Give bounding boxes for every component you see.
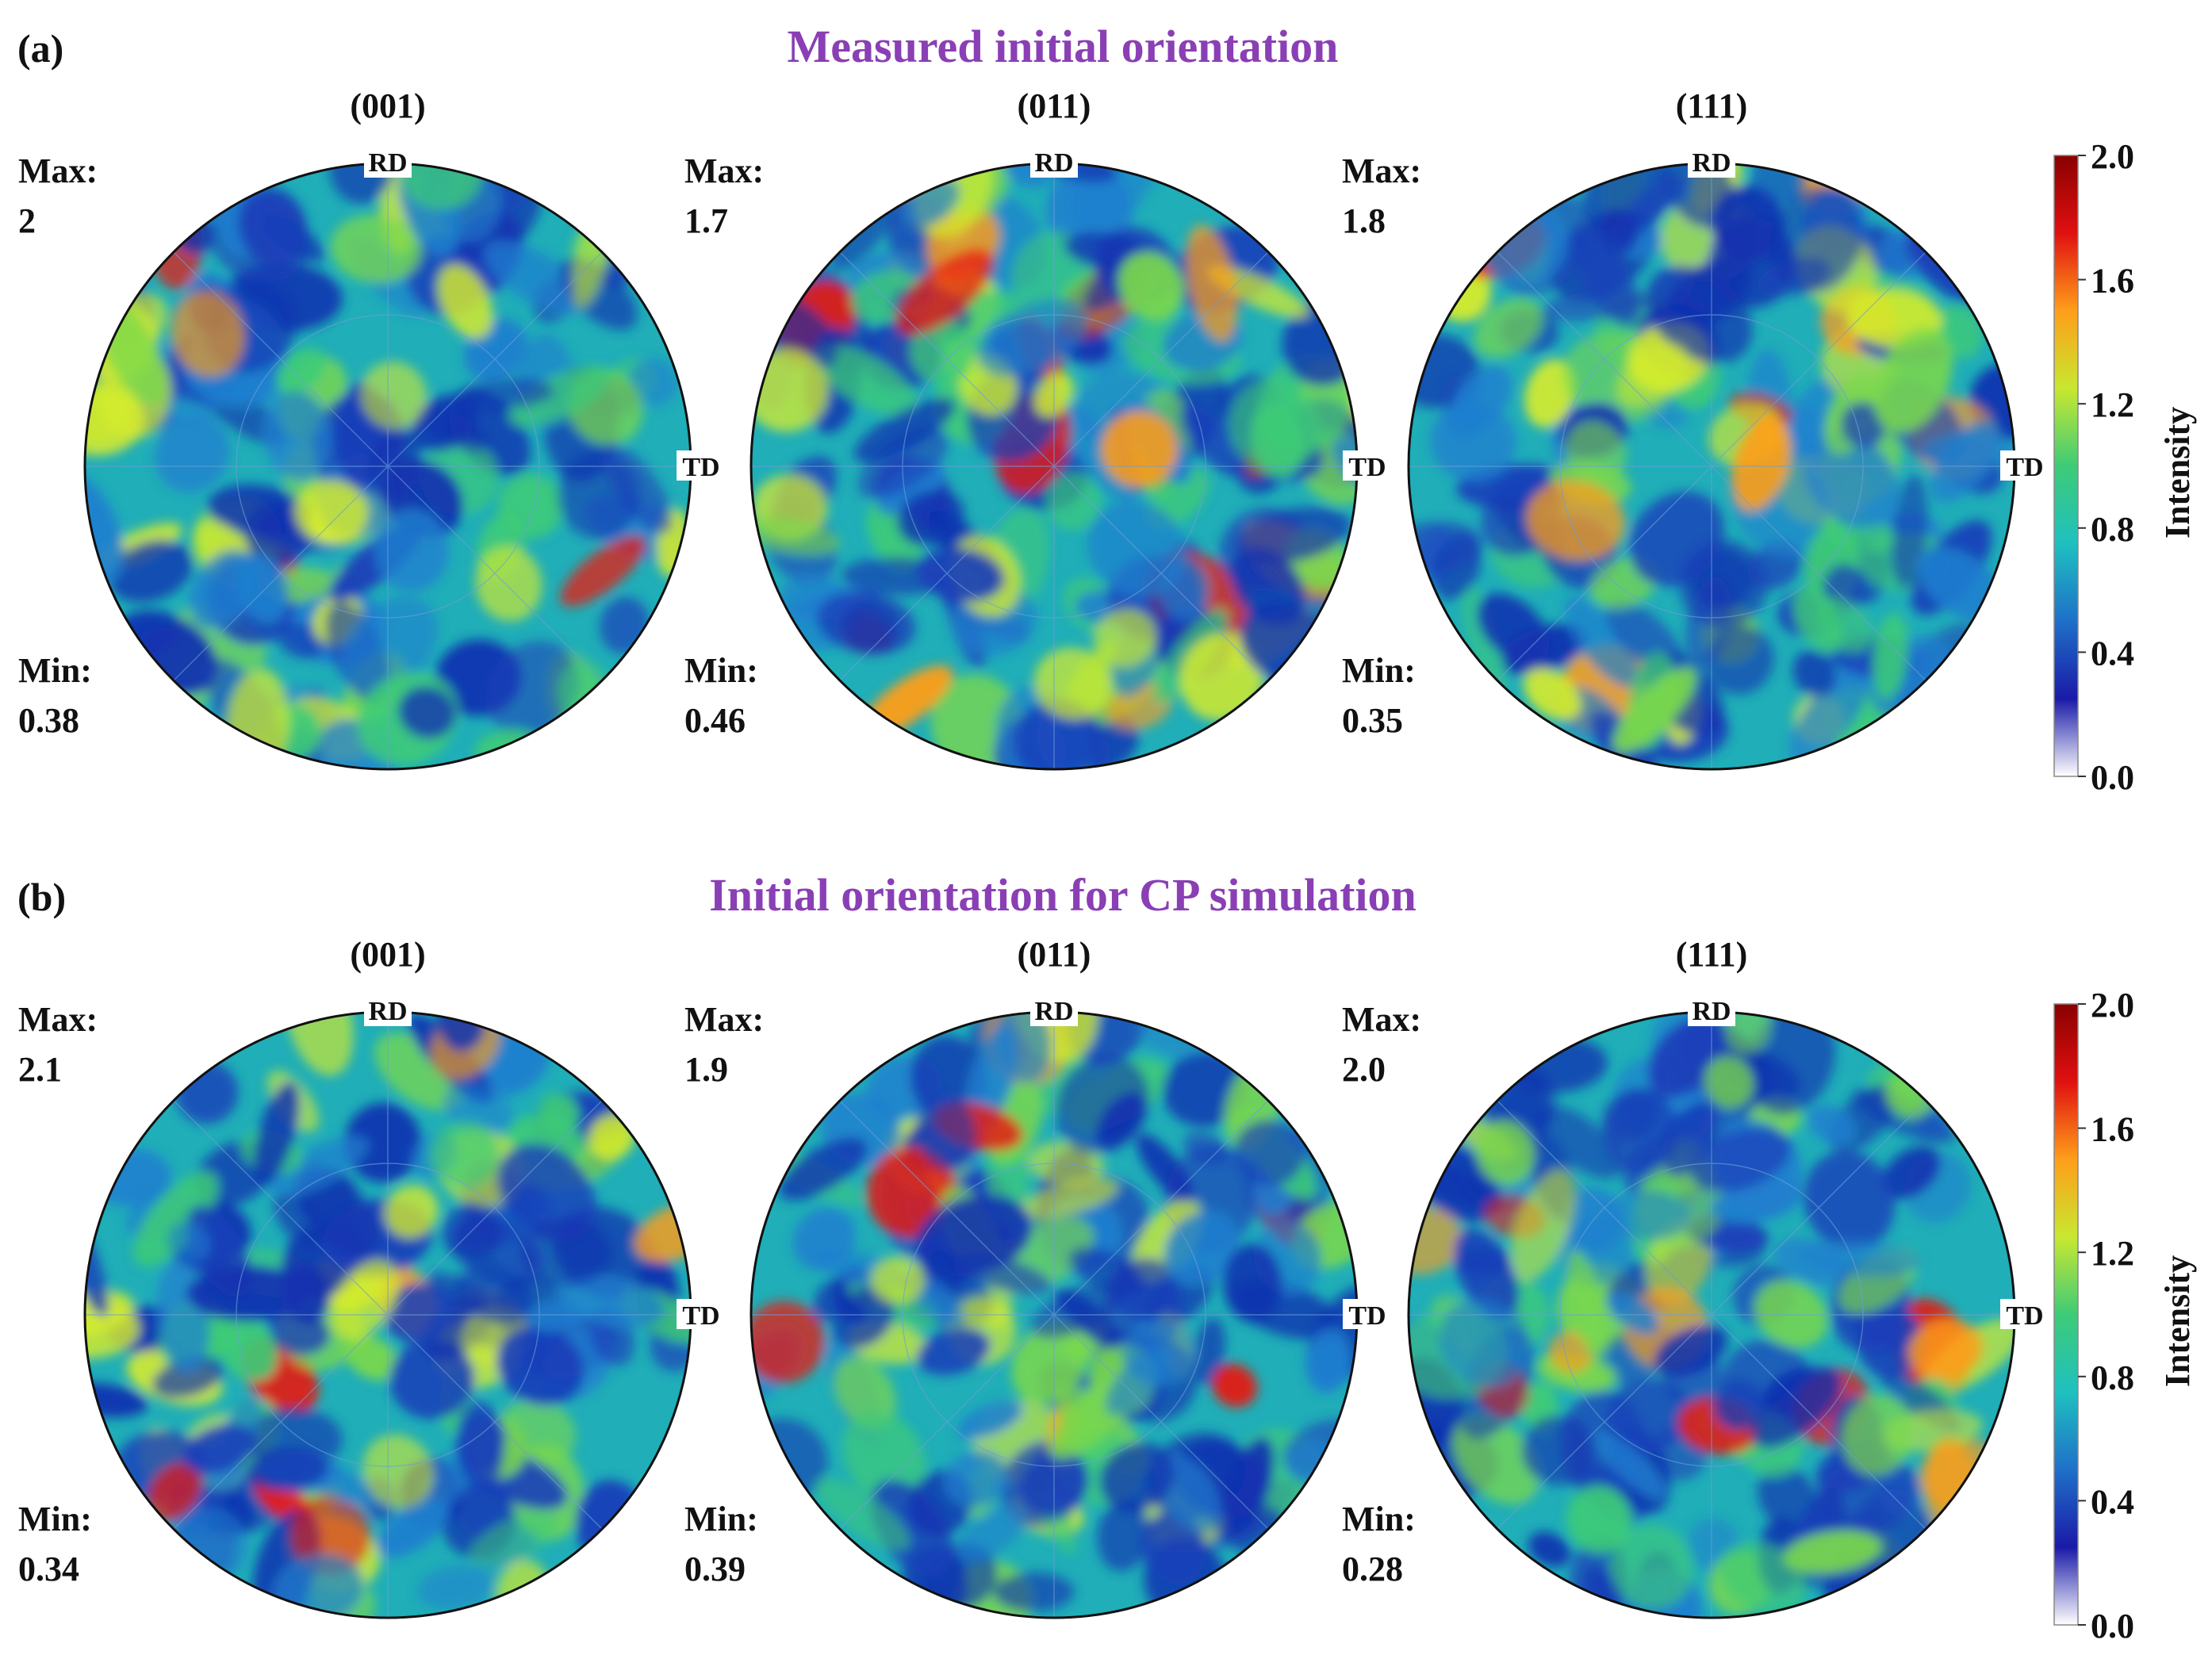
intensity-field [85, 163, 691, 769]
min-value: 0.28 [1342, 1550, 1403, 1588]
pole-figure: (111) RD TD Max: 2.0 Min: 0.28 [1342, 935, 2049, 1619]
pole-figure: (001) RD TD Max: 2.1 Min: 0.34 [18, 935, 726, 1619]
colorbar-tick: 1.2 [2091, 1234, 2134, 1273]
max-value: 2.1 [18, 1050, 62, 1089]
td-label: TD [1348, 1301, 1386, 1331]
plane-label: (001) [350, 86, 425, 125]
plane-label: (011) [1018, 86, 1091, 125]
panel-title: Initial orientation for CP simulation [709, 869, 1417, 921]
max-value: 1.9 [684, 1050, 728, 1089]
td-label: TD [2006, 1301, 2043, 1331]
colorbar-tick: 0.4 [2091, 1482, 2134, 1521]
max-label: Max: [1342, 151, 1421, 190]
max-label: Max: [684, 1000, 764, 1039]
min-label: Min: [1342, 1500, 1416, 1538]
panel-title: Measured initial orientation [788, 21, 1339, 72]
min-value: 0.35 [1342, 701, 1403, 740]
td-label: TD [2006, 453, 2043, 482]
panel-tag: (b) [17, 875, 66, 919]
rd-label: RD [1692, 997, 1731, 1026]
min-value: 0.46 [684, 701, 746, 740]
pole-figure: (011) RD TD Max: 1.7 Min: 0.46 [684, 86, 1392, 771]
max-label: Max: [18, 151, 98, 190]
colorbar-tick: 1.2 [2091, 385, 2134, 424]
colorbar-tick: 0.8 [2091, 510, 2134, 549]
max-label: Max: [18, 1000, 98, 1039]
td-label: TD [682, 1301, 719, 1331]
colorbar: 2.0 1.6 1.2 0.8 0.4 0.0 Intensity [2053, 986, 2197, 1646]
colorbar-tick: 2.0 [2091, 137, 2134, 176]
rd-label: RD [368, 997, 407, 1026]
intensity-field [751, 163, 1357, 769]
colorbar-tick: 0.8 [2091, 1358, 2134, 1397]
colorbar: 2.0 1.6 1.2 0.8 0.4 0.0 Intensity [2053, 137, 2197, 797]
min-label: Min: [684, 651, 758, 690]
colorbar-tick: 1.6 [2091, 262, 2134, 301]
td-label: TD [682, 453, 719, 482]
colorbar-label: Intensity [2158, 1255, 2197, 1387]
plane-label: (111) [1676, 935, 1747, 974]
colorbar-tick: 0.0 [2091, 1607, 2134, 1646]
max-value: 2 [18, 201, 36, 240]
colorbar-tick: 0.4 [2091, 634, 2134, 672]
min-value: 0.34 [18, 1550, 79, 1588]
rd-label: RD [1034, 148, 1073, 178]
min-value: 0.39 [684, 1550, 746, 1588]
plane-label: (111) [1676, 86, 1747, 125]
colorbar-tick: 2.0 [2091, 986, 2134, 1025]
min-label: Min: [1342, 651, 1416, 690]
max-label: Max: [1342, 1000, 1421, 1039]
max-value: 1.8 [1342, 201, 1386, 240]
panel-tag: (a) [17, 26, 63, 71]
max-value: 2.0 [1342, 1050, 1386, 1089]
intensity-field [751, 1012, 1357, 1618]
colorbar-tick: 1.6 [2091, 1110, 2134, 1149]
colorbar-tick: 0.0 [2091, 758, 2134, 797]
pole-figure: (011) RD TD Max: 1.9 Min: 0.39 [684, 935, 1392, 1619]
panel-0: (a) Measured initial orientation (001) RD TD… [17, 21, 2197, 797]
min-label: Min: [18, 1500, 92, 1538]
max-value: 1.7 [684, 201, 728, 240]
rd-label: RD [368, 148, 407, 178]
rd-label: RD [1034, 997, 1073, 1026]
intensity-field [85, 1012, 691, 1618]
rd-label: RD [1692, 148, 1731, 178]
plane-label: (011) [1018, 935, 1091, 974]
panel-1: (b) Initial orientation for CP simulation… [17, 869, 2197, 1646]
max-label: Max: [684, 151, 764, 190]
colorbar-label: Intensity [2158, 407, 2197, 538]
min-label: Min: [18, 651, 92, 690]
min-label: Min: [684, 1500, 758, 1538]
min-value: 0.38 [18, 701, 79, 740]
plane-label: (001) [350, 935, 425, 974]
td-label: TD [1348, 453, 1386, 482]
intensity-field [1409, 1012, 2015, 1618]
pole-figure: (001) RD TD Max: 2 Min: 0.38 [18, 86, 726, 771]
